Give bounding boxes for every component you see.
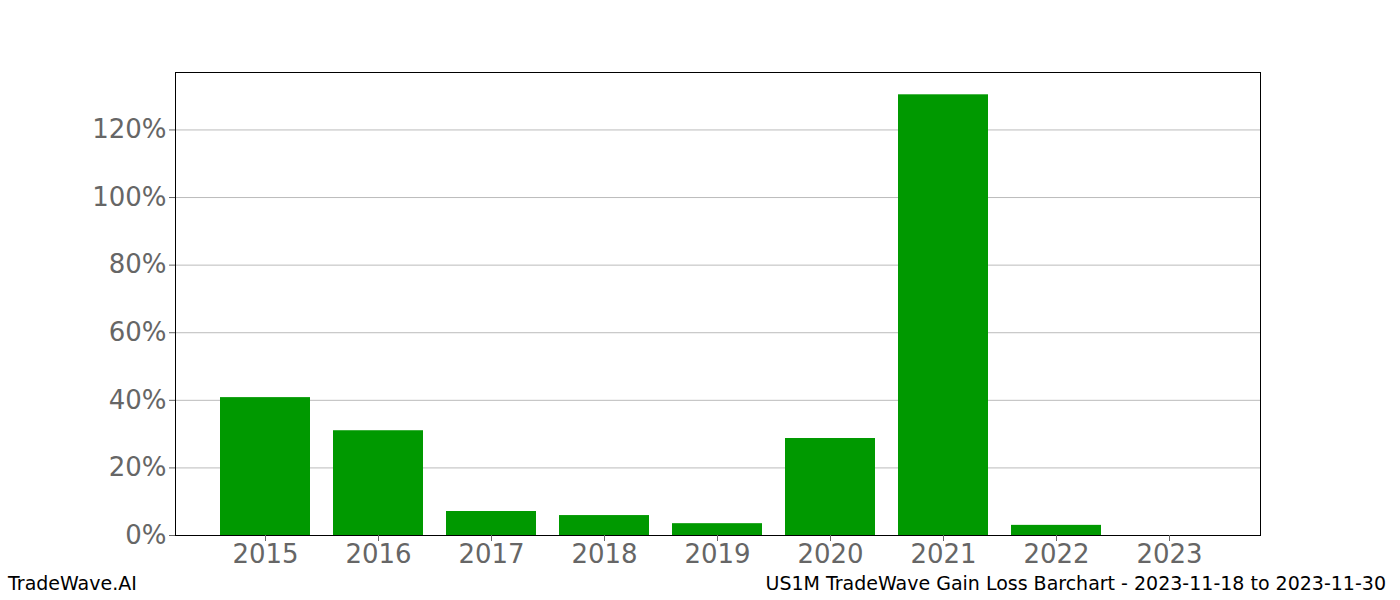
svg-text:40%: 40% [109,385,167,415]
svg-text:100%: 100% [92,182,166,212]
svg-text:2015: 2015 [232,539,298,568]
svg-text:2018: 2018 [571,539,637,568]
svg-text:120%: 120% [92,114,166,144]
svg-text:2022: 2022 [1023,539,1089,568]
svg-text:2023: 2023 [1136,539,1202,568]
svg-text:80%: 80% [109,249,167,279]
svg-text:20%: 20% [109,452,167,482]
svg-text:2016: 2016 [345,539,411,568]
svg-text:60%: 60% [109,317,167,347]
svg-text:2021: 2021 [910,539,976,568]
svg-text:0%: 0% [125,520,166,550]
svg-text:2019: 2019 [684,539,750,568]
html-text:TradeWave.AI: TradeWave.AI [8,572,137,594]
svg-text:2020: 2020 [797,539,863,568]
svg-text:2017: 2017 [458,539,524,568]
html-text:US1M TradeWave Gain Loss Barch: US1M TradeWave Gain Loss Barchart - 2023… [765,572,1386,594]
